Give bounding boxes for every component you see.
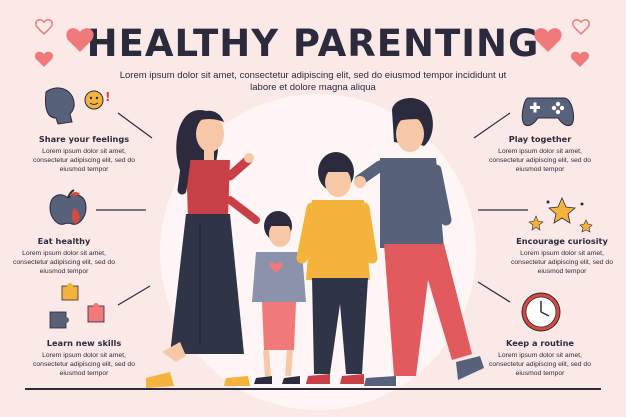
gamepad-icon [521,97,575,127]
feature-label: Learn new skills [46,338,122,348]
ground-line [25,388,601,390]
page-subtitle: Lorem ipsum dolor sit amet, consectetur … [119,70,507,93]
heart-icon [570,51,590,67]
father-figure [354,97,484,386]
feature-desc: Lorem ipsum dolor sit amet, consectetur … [12,250,115,275]
feature-play-together: Play together Lorem ipsum dolor sit amet… [484,134,596,174]
heart-outline-icon [572,19,590,36]
feature-desc: Lorem ipsum dolor sit amet, consectetur … [488,148,591,173]
clock-icon [521,292,561,332]
feature-label: Encourage curiosity [516,236,608,246]
feature-desc: Lorem ipsum dolor sit amet, consectetur … [510,250,613,275]
feature-learn-skills: Learn new skills Lorem ipsum dolor sit a… [28,338,140,378]
page-title: HEALTHY PARENTING [86,22,540,65]
heart-icon [66,28,94,52]
feature-desc: Lorem ipsum dolor sit amet, consectetur … [488,352,591,377]
feature-label: Share your feelings [38,134,130,144]
puzzle-icon [49,283,105,329]
small-girl-figure [252,211,306,384]
apple-icon [49,189,87,225]
feature-label: Play together [508,134,572,144]
feature-keep-routine: Keep a routine Lorem ipsum dolor sit ame… [484,338,596,378]
talking-head-icon: ! [45,87,110,125]
feature-label: Keep a routine [506,338,574,348]
feature-encourage-curiosity: Encourage curiosity Lorem ipsum dolor si… [506,236,618,276]
older-girl-figure [296,152,378,384]
feature-desc: Lorem ipsum dolor sit amet, consectetur … [32,352,135,377]
heart-outline-icon [35,19,53,36]
heart-icon [34,51,54,67]
heart-icon [534,28,562,52]
feature-label: Eat healthy [37,236,91,246]
feature-eat-healthy: Eat healthy Lorem ipsum dolor sit amet, … [8,236,120,276]
feature-desc: Lorem ipsum dolor sit amet, consectetur … [32,148,135,173]
stars-icon [528,197,593,233]
svg-text:!: ! [105,90,110,104]
mother-figure [146,110,260,388]
feature-share-feelings: Share your feelings Lorem ipsum dolor si… [28,134,140,174]
